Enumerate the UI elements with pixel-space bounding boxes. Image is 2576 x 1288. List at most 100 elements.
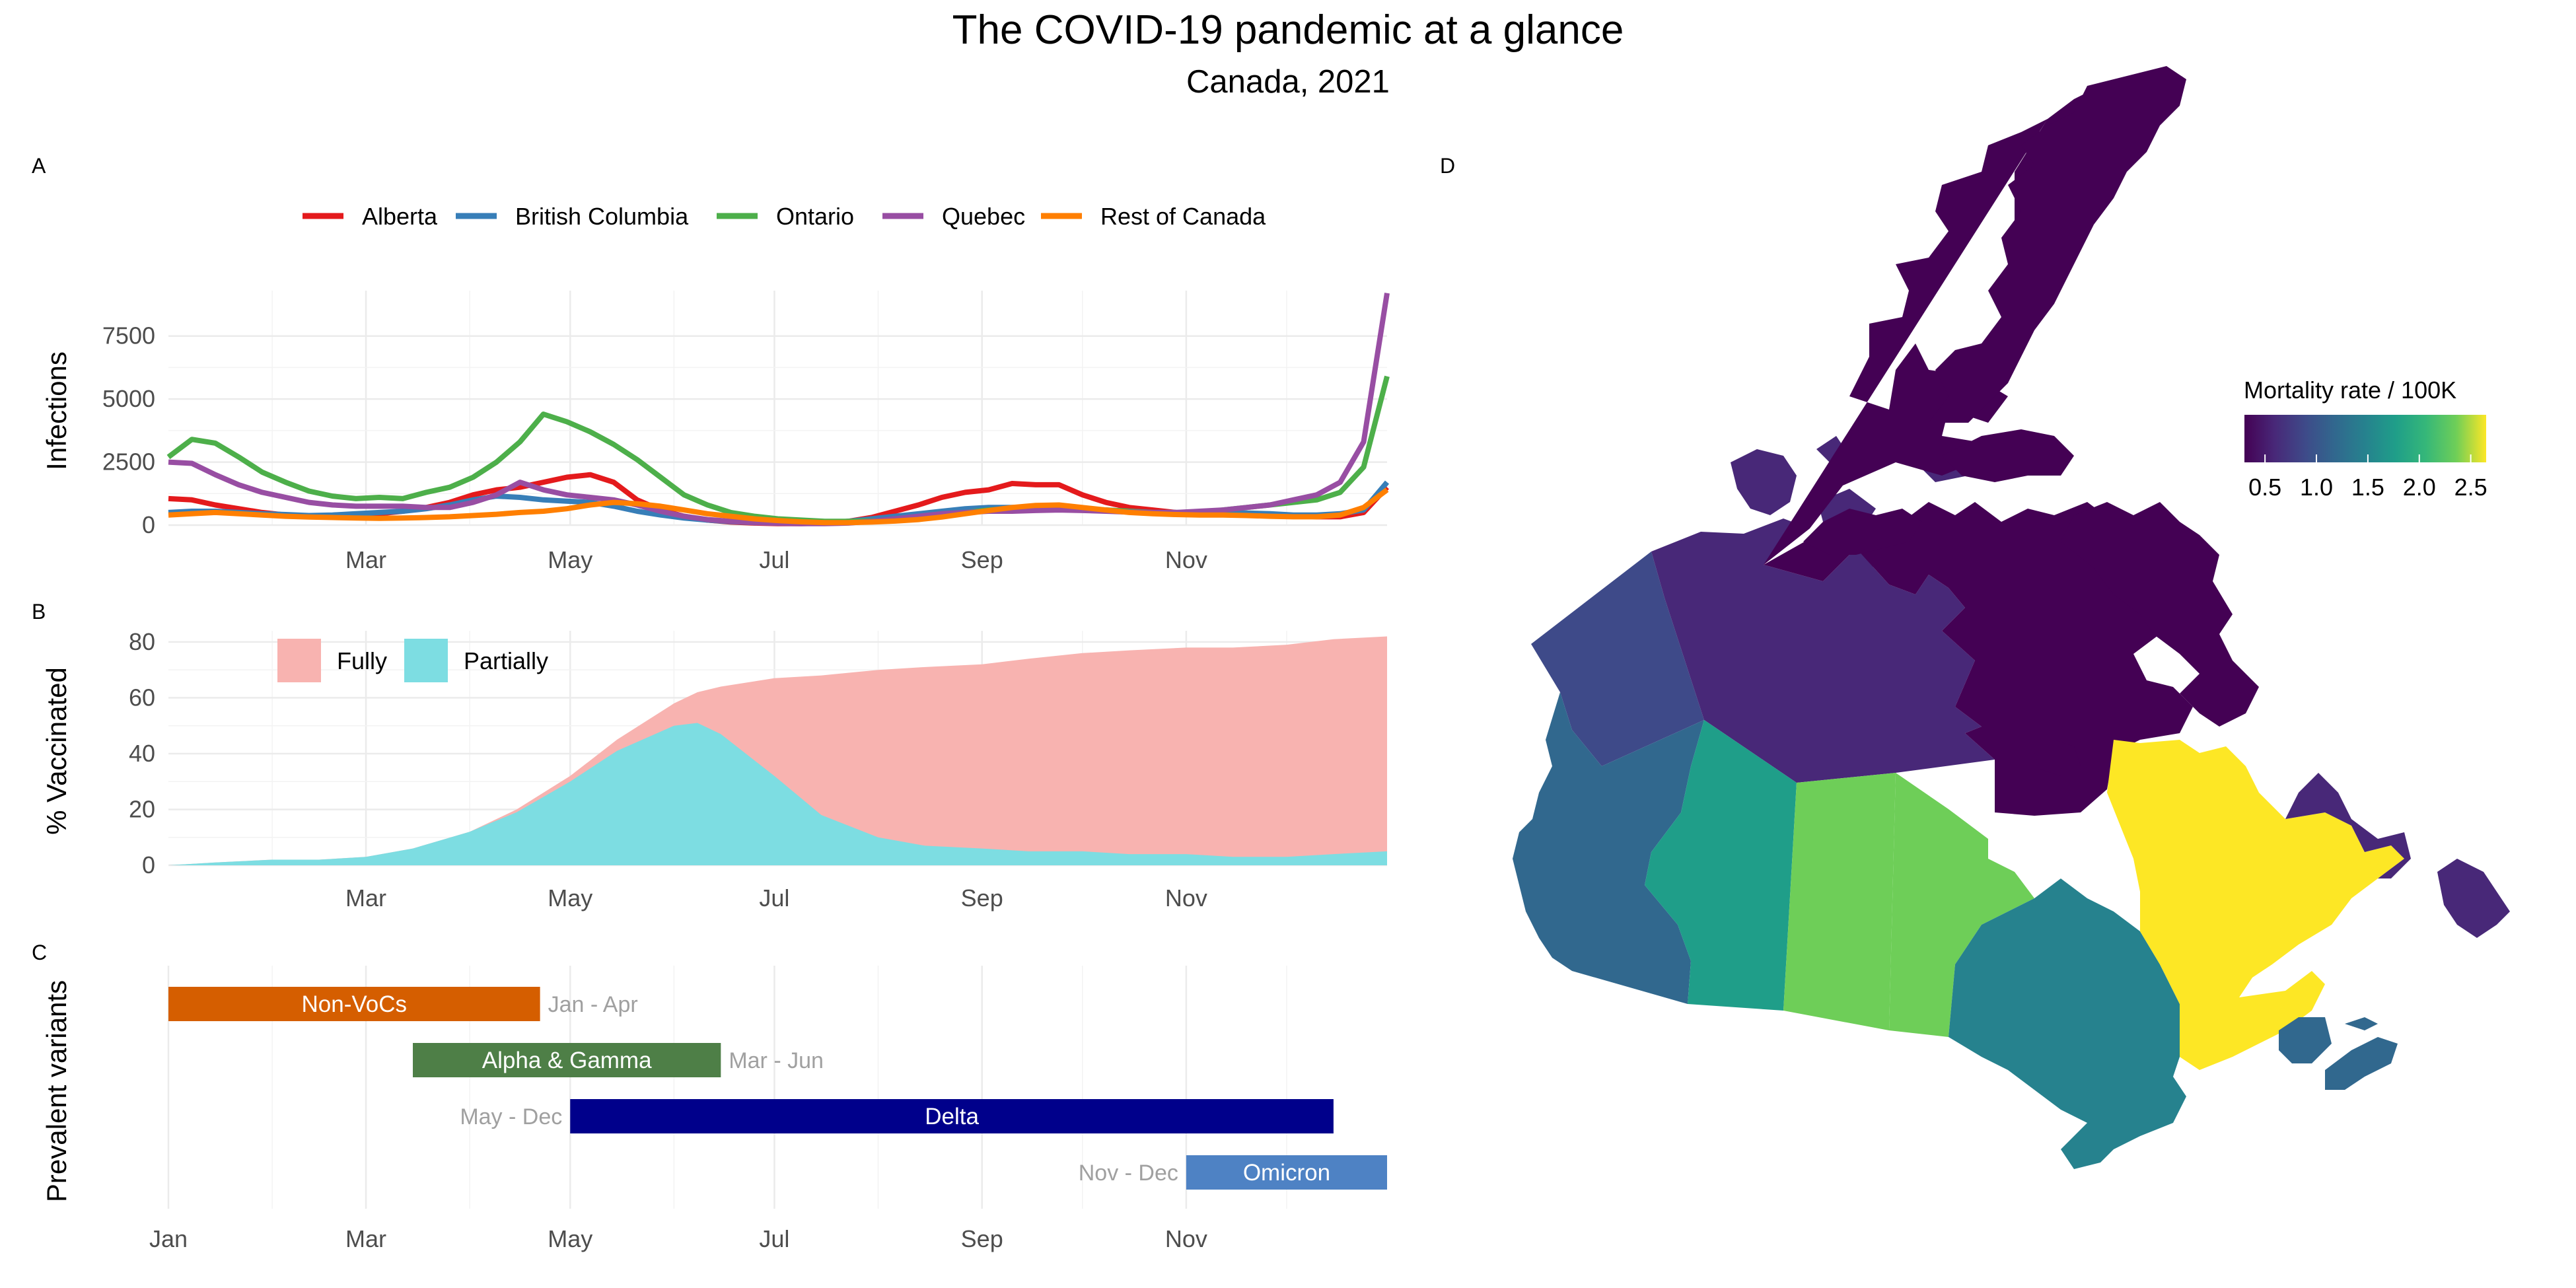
- region-nunavut-devon-island: [1942, 429, 2074, 482]
- variant-bar-alpha-gamma: [413, 1043, 721, 1077]
- x-tick-label: Nov: [1165, 1225, 1207, 1252]
- y-tick-label: 40: [129, 740, 155, 767]
- region-manitoba: [1889, 773, 2034, 1037]
- variant-period-alpha-gamma: Mar - Jun: [729, 1048, 824, 1073]
- x-tick-label: Mar: [345, 1225, 386, 1252]
- region-yukon: [1531, 552, 1704, 766]
- region-prince-edward-island: [2345, 1017, 2378, 1030]
- panel-a-series-lines: [166, 293, 1390, 526]
- map-legend-tick-label: 1.5: [2351, 474, 2384, 501]
- panel-b-y-axis-title: % Vaccinated: [41, 667, 72, 835]
- variant-label-alpha-gamma: Alpha & Gamma: [482, 1048, 652, 1073]
- variant-period-omicron: Nov - Dec: [1079, 1161, 1178, 1186]
- legend-label-british-columbia: British Columbia: [515, 203, 689, 230]
- y-tick-label: 20: [129, 795, 155, 822]
- x-tick-label: Sep: [961, 1225, 1003, 1252]
- x-tick-label: May: [548, 1225, 592, 1252]
- region-new-brunswick: [2279, 1017, 2332, 1063]
- x-tick-label: Jul: [759, 884, 789, 912]
- variant-bar-omicron: [1186, 1155, 1387, 1190]
- panel-c-y-axis-title: Prevalent variants: [41, 980, 72, 1202]
- x-tick-label: Sep: [961, 884, 1003, 912]
- map-legend-title: Mortality rate / 100K: [2244, 376, 2456, 404]
- panel-b-vaccination-chart: Fully Partially 0 20 40 60 80 Mar May Jul Sep Nov…: [41, 628, 1387, 912]
- y-tick-label: 7500: [102, 322, 155, 349]
- variant-bar-delta: [570, 1099, 1334, 1133]
- panel-d-tag: D: [1440, 154, 1455, 178]
- region-british-columbia: [1513, 692, 1704, 1004]
- panel-b-legend: Fully Partially: [277, 639, 548, 682]
- variant-label-delta: Delta: [925, 1104, 979, 1129]
- y-tick-label: 2500: [102, 448, 155, 476]
- legend-label-alberta: Alberta: [362, 203, 438, 230]
- map-legend-ticks: 0.5 1.0 1.5 2.0 2.5: [2248, 454, 2487, 501]
- legend-label-ontario: Ontario: [776, 203, 854, 230]
- region-nova-scotia: [2325, 1037, 2398, 1090]
- x-tick-label: Nov: [1165, 884, 1207, 912]
- series-line-rest-of-canada: [168, 487, 1389, 526]
- region-ontario: [1949, 878, 2186, 1169]
- variant-bar-non-vocs: [168, 987, 540, 1021]
- x-tick-label: May: [548, 546, 592, 573]
- map-legend-tick-label: 1.0: [2300, 474, 2333, 501]
- panel-c-tag: C: [32, 941, 47, 964]
- legend-label-fully: Fully: [337, 647, 387, 674]
- variant-label-non-vocs: Non-VoCs: [302, 991, 408, 1017]
- canada-choropleth-map: [1513, 66, 2510, 1169]
- panel-a-tag: A: [32, 154, 46, 178]
- y-tick-label: 60: [129, 684, 155, 711]
- y-tick-label: 80: [129, 628, 155, 655]
- y-tick-label: 0: [142, 511, 155, 538]
- legend-label-rest-of-canada: Rest of Canada: [1100, 203, 1266, 230]
- x-tick-label: Jul: [759, 1225, 789, 1252]
- panel-a-grid: [168, 291, 1387, 526]
- region-northwest-territories: [1651, 519, 1995, 783]
- x-tick-label: May: [548, 884, 592, 912]
- panel-d-legend: Mortality rate / 100K 0.5 1.0 1.5 2.0 2.5: [2244, 376, 2487, 501]
- region-nunavut-mainland: [1764, 502, 2213, 816]
- area-fully: [168, 636, 1387, 865]
- panel-c-variants-chart: Non-VoCs Jan - Apr Alpha & Gamma Mar - Jun D…: [41, 966, 1387, 1252]
- area-partially: [168, 723, 1387, 865]
- x-tick-label: Sep: [961, 546, 1003, 573]
- panel-d-mortality-map: Mortality rate / 100K 0.5 1.0 1.5 2.0 2.5: [1513, 66, 2510, 1169]
- region-labrador: [2285, 773, 2411, 878]
- region-nunavut-victoria-island: [1803, 509, 1922, 555]
- panel-b-y-ticks: 0 20 40 60 80: [129, 628, 155, 878]
- map-legend-tick-label: 0.5: [2248, 474, 2281, 501]
- panel-a-legend: Alberta British Columbia Ontario Quebec Rest…: [303, 203, 1266, 230]
- map-legend-colorbar: [2244, 415, 2486, 462]
- x-tick-label: Mar: [345, 546, 386, 573]
- x-tick-label: Mar: [345, 884, 386, 912]
- panel-a-y-ticks: 0 2500 5000 7500: [102, 322, 155, 538]
- legend-label-quebec: Quebec: [942, 203, 1025, 230]
- panel-b-tag: B: [32, 600, 46, 624]
- panel-a-x-ticks: Mar May Jul Sep Nov: [345, 546, 1207, 573]
- figure-subtitle: Canada, 2021: [1186, 64, 1390, 100]
- series-line-ontario: [166, 375, 1390, 524]
- x-tick-label: Jan: [149, 1225, 188, 1252]
- legend-key-fully: [277, 639, 321, 682]
- panel-b-x-ticks: Mar May Jul Sep Nov: [345, 884, 1207, 912]
- variant-label-omicron: Omicron: [1243, 1160, 1330, 1186]
- x-tick-label: Jul: [759, 546, 789, 573]
- region-nunavut-ellesmere-island: [1929, 66, 2186, 423]
- map-legend-tick-label: 2.0: [2403, 474, 2436, 501]
- region-quebec: [2107, 740, 2404, 1070]
- panel-a-y-axis-title: Infections: [41, 351, 72, 470]
- series-line-quebec: [168, 293, 1390, 526]
- panel-b-areas: [168, 636, 1387, 865]
- region-alberta: [1645, 720, 1797, 1011]
- legend-key-partially: [404, 639, 448, 682]
- region-nunavut-southampton-island: [2034, 740, 2081, 776]
- y-tick-label: 5000: [102, 385, 155, 412]
- figure-title: The COVID-19 pandemic at a glance: [952, 7, 1624, 53]
- panel-c-bars: Non-VoCs Jan - Apr Alpha & Gamma Mar - Jun D…: [168, 987, 1387, 1190]
- variant-period-non-vocs: Jan - Apr: [548, 992, 638, 1017]
- y-tick-label: 0: [142, 851, 155, 878]
- region-saskatchewan: [1783, 773, 1896, 1030]
- variant-period-delta: May - Dec: [460, 1104, 562, 1129]
- panel-a-infections-chart: Alberta British Columbia Ontario Quebec Rest…: [41, 203, 1390, 573]
- region-nunavut-baffin-island: [2061, 502, 2259, 727]
